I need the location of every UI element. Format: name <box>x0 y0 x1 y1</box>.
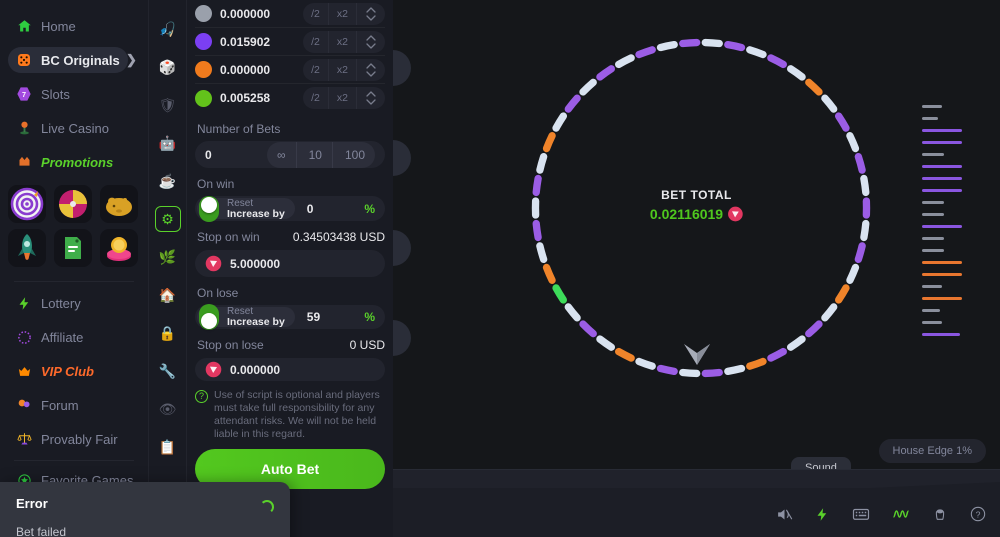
svg-text:7: 7 <box>22 90 26 99</box>
svg-text:?: ? <box>976 509 981 519</box>
